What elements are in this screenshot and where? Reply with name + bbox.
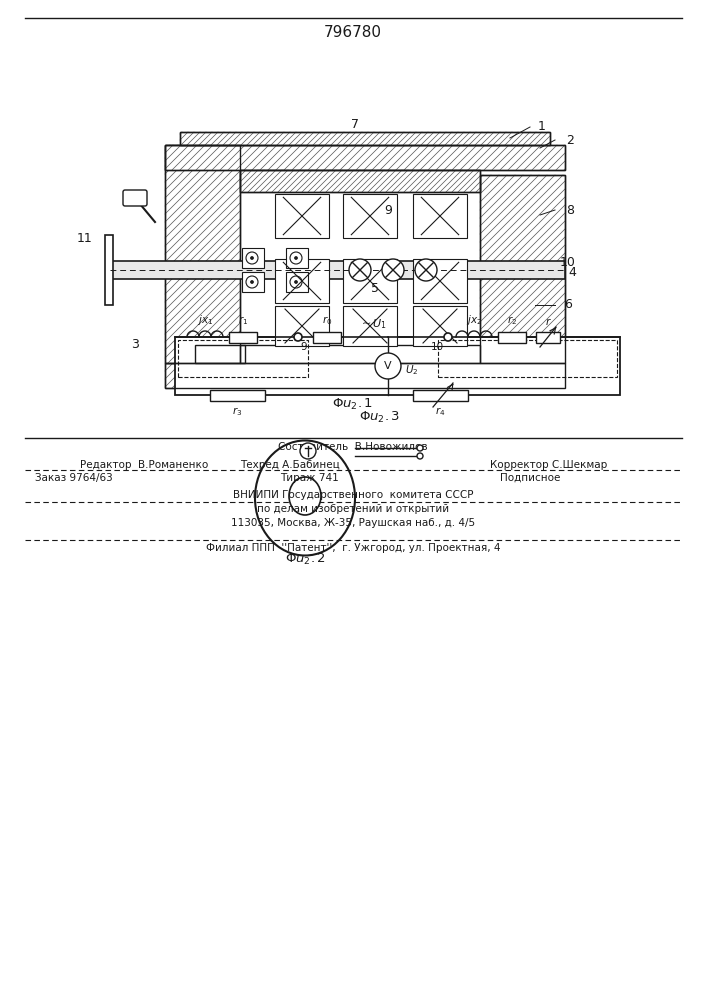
Bar xyxy=(210,389,265,400)
Bar xyxy=(275,306,329,346)
Text: 4: 4 xyxy=(568,266,576,279)
Bar xyxy=(165,145,565,170)
Bar xyxy=(413,389,468,400)
Text: по делам изобретений и открытий: по делам изобретений и открытий xyxy=(257,504,449,514)
Text: 9: 9 xyxy=(384,204,392,217)
Text: $jx_1$: $jx_1$ xyxy=(197,313,213,327)
Text: Тираж 741: Тираж 741 xyxy=(280,473,339,483)
Text: 3: 3 xyxy=(131,338,139,351)
Bar xyxy=(480,175,565,363)
Text: $\Phi u_{2}.2$: $\Phi u_{2}.2$ xyxy=(284,552,325,567)
Text: $U_2$: $U_2$ xyxy=(405,363,419,377)
Circle shape xyxy=(250,280,254,284)
Bar xyxy=(343,194,397,238)
Bar xyxy=(480,175,565,363)
Bar xyxy=(413,259,467,303)
Text: 113035, Москва, Ж-35, Раушская наб., д. 4/5: 113035, Москва, Ж-35, Раушская наб., д. … xyxy=(231,518,475,528)
Circle shape xyxy=(417,445,423,451)
Bar xyxy=(536,332,560,342)
Ellipse shape xyxy=(289,477,321,515)
Text: 1: 1 xyxy=(538,120,546,133)
Text: $r$: $r$ xyxy=(544,316,551,327)
Text: $r_0$: $r_0$ xyxy=(322,314,332,327)
Bar xyxy=(242,248,264,268)
Circle shape xyxy=(444,333,452,341)
Bar xyxy=(286,248,308,268)
Circle shape xyxy=(349,259,371,281)
Bar xyxy=(229,332,257,342)
Bar xyxy=(438,340,617,377)
Bar xyxy=(240,170,480,192)
Bar xyxy=(240,345,480,363)
Bar xyxy=(240,170,480,192)
Text: Корректор С.Шекмар: Корректор С.Шекмар xyxy=(490,460,607,470)
Text: $\sim U_1$: $\sim U_1$ xyxy=(359,317,387,331)
Text: ВНИИПИ Государственного  комитета СССР: ВНИИПИ Государственного комитета СССР xyxy=(233,490,473,500)
Circle shape xyxy=(417,453,423,459)
Bar xyxy=(165,363,565,388)
Ellipse shape xyxy=(255,440,355,556)
Circle shape xyxy=(375,353,401,379)
Bar xyxy=(178,340,308,377)
Circle shape xyxy=(382,259,404,281)
Circle shape xyxy=(295,280,298,284)
Text: Филиал ППП  ''Патент'',  г. Ужгород, ул. Проектная, 4: Филиал ППП ''Патент'', г. Ужгород, ул. П… xyxy=(206,543,501,553)
Text: 796780: 796780 xyxy=(324,25,382,40)
Bar xyxy=(175,337,620,395)
Text: 10: 10 xyxy=(431,342,444,352)
Bar xyxy=(165,145,240,363)
Text: $r_1$: $r_1$ xyxy=(238,314,248,327)
Bar xyxy=(286,272,308,292)
Text: 11: 11 xyxy=(77,232,93,244)
Text: $r_3$: $r_3$ xyxy=(232,405,243,418)
Text: $r_4$: $r_4$ xyxy=(435,405,445,418)
Bar xyxy=(165,145,565,170)
Circle shape xyxy=(415,259,437,281)
Circle shape xyxy=(294,333,302,341)
Text: $jx_2$: $jx_2$ xyxy=(466,313,482,327)
Text: $\Phi u_{2}.1$: $\Phi u_{2}.1$ xyxy=(332,397,373,412)
Bar xyxy=(195,345,245,363)
Bar xyxy=(313,332,341,342)
Circle shape xyxy=(300,443,316,459)
FancyBboxPatch shape xyxy=(123,190,147,206)
Bar xyxy=(343,306,397,346)
Bar xyxy=(275,194,329,238)
Text: Подписное: Подписное xyxy=(500,473,561,483)
Text: $r_2$: $r_2$ xyxy=(507,314,517,327)
Bar xyxy=(110,261,565,279)
Bar xyxy=(105,235,113,305)
Circle shape xyxy=(295,256,298,259)
Text: Техред А.Бабинец: Техред А.Бабинец xyxy=(240,460,340,470)
Bar xyxy=(413,306,467,346)
Bar xyxy=(180,132,550,145)
Bar xyxy=(498,332,526,342)
Bar xyxy=(413,194,467,238)
Text: 8: 8 xyxy=(566,204,574,217)
Text: Заказ 9764/63: Заказ 9764/63 xyxy=(35,473,112,483)
Bar xyxy=(195,345,245,363)
Bar xyxy=(180,132,550,145)
Text: 10: 10 xyxy=(560,255,576,268)
Text: 2: 2 xyxy=(566,133,574,146)
Text: 6: 6 xyxy=(564,298,572,312)
Bar xyxy=(165,145,240,363)
Text: 9: 9 xyxy=(300,342,307,352)
Text: 5: 5 xyxy=(371,282,379,294)
Text: 7: 7 xyxy=(351,118,359,131)
Text: $\Phi u_{2}.3$: $\Phi u_{2}.3$ xyxy=(359,410,401,425)
Bar xyxy=(165,363,565,388)
Text: Редактор  В.Романенко: Редактор В.Романенко xyxy=(80,460,209,470)
Bar xyxy=(242,272,264,292)
Bar xyxy=(275,259,329,303)
Text: Составитель  В.Новожилов: Составитель В.Новожилов xyxy=(278,442,428,452)
Text: V: V xyxy=(384,361,392,371)
Bar xyxy=(240,345,480,363)
Circle shape xyxy=(250,256,254,259)
Bar xyxy=(343,259,397,303)
